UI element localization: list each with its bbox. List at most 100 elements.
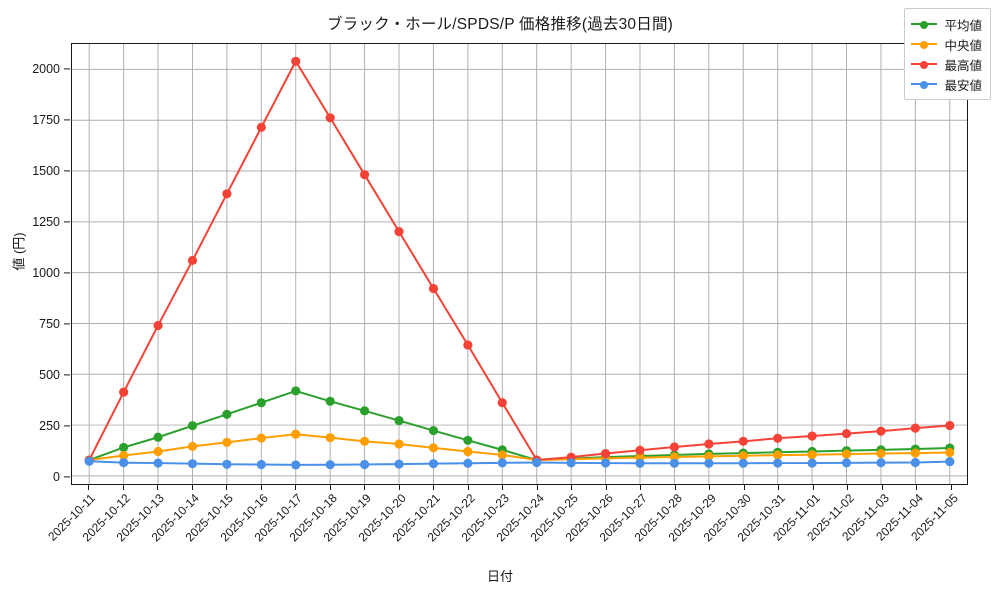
data-point-marker[interactable] [360, 436, 370, 446]
data-point-marker[interactable] [153, 458, 163, 468]
data-point-marker[interactable] [153, 446, 163, 457]
data-point-marker[interactable] [394, 459, 404, 469]
data-point-marker[interactable] [566, 458, 576, 468]
data-point-marker[interactable] [325, 113, 335, 123]
legend-item-3[interactable]: 最高値 [911, 54, 982, 74]
data-point-marker[interactable] [635, 458, 645, 468]
data-point-marker[interactable] [600, 448, 611, 459]
data-point-marker[interactable] [841, 429, 852, 439]
data-point-marker[interactable] [910, 423, 920, 433]
data-point-marker[interactable] [876, 426, 886, 436]
data-point-marker[interactable] [738, 436, 748, 446]
y-axis-tick-mark [64, 221, 70, 223]
grid-lines [72, 44, 967, 484]
x-axis-tick-mark [743, 485, 745, 490]
data-point-marker[interactable] [325, 433, 335, 443]
data-point-marker[interactable] [497, 450, 507, 460]
data-point-marker[interactable] [428, 283, 439, 294]
y-axis-tick-mark [64, 476, 70, 478]
x-axis-tick-mark [571, 485, 573, 490]
data-point-marker[interactable] [325, 396, 335, 406]
data-point-marker[interactable] [532, 457, 542, 468]
legend-item-1[interactable]: 平均値 [911, 14, 982, 34]
x-axis-tick-mark [364, 485, 366, 490]
data-point-marker[interactable] [704, 458, 714, 468]
data-point-marker[interactable] [394, 227, 404, 237]
data-point-marker[interactable] [738, 458, 748, 468]
data-point-marker[interactable] [360, 170, 370, 180]
data-point-marker[interactable] [669, 452, 679, 462]
data-point-marker[interactable] [153, 320, 163, 331]
x-axis-tick-mark [847, 485, 849, 490]
data-point-marker[interactable] [773, 433, 783, 443]
x-axis-tick-mark [640, 485, 642, 490]
data-point-marker[interactable] [291, 386, 301, 396]
data-point-marker[interactable] [463, 446, 473, 457]
data-point-marker[interactable] [222, 189, 232, 199]
data-point-marker[interactable] [738, 451, 748, 461]
data-point-marker[interactable] [807, 431, 817, 441]
series-line-3 [88, 60, 951, 462]
data-point-marker[interactable] [945, 420, 955, 431]
data-point-marker[interactable] [187, 441, 198, 451]
data-point-marker[interactable] [119, 442, 129, 452]
data-point-marker[interactable] [119, 450, 129, 461]
data-point-marker[interactable] [256, 398, 266, 408]
data-point-marker[interactable] [910, 448, 920, 458]
data-point-marker[interactable] [497, 458, 507, 468]
x-axis-tick-mark [536, 485, 538, 490]
data-point-marker[interactable] [463, 458, 473, 468]
data-point-marker[interactable] [807, 458, 817, 468]
x-axis-tick-mark [709, 485, 711, 490]
data-point-marker[interactable] [291, 56, 301, 66]
data-point-marker[interactable] [222, 437, 232, 447]
data-point-marker[interactable] [187, 255, 198, 266]
legend-swatch-icon [911, 37, 938, 51]
data-point-marker[interactable] [773, 450, 783, 460]
data-point-marker[interactable] [325, 460, 335, 470]
data-point-marker[interactable] [600, 458, 611, 468]
data-point-marker[interactable] [428, 443, 439, 453]
y-axis-tick-mark [64, 67, 70, 70]
legend-item-2[interactable]: 中央値 [911, 34, 982, 54]
data-point-marker[interactable] [669, 442, 679, 452]
data-point-marker[interactable] [291, 460, 301, 470]
data-point-marker[interactable] [669, 458, 679, 468]
data-point-marker[interactable] [428, 459, 439, 469]
data-point-marker[interactable] [773, 458, 783, 468]
data-point-marker[interactable] [841, 449, 852, 459]
data-point-marker[interactable] [876, 448, 886, 459]
data-point-marker[interactable] [704, 451, 714, 461]
data-point-marker[interactable] [497, 398, 507, 408]
data-point-marker[interactable] [84, 456, 94, 466]
data-point-marker[interactable] [841, 458, 852, 468]
data-point-marker[interactable] [222, 409, 232, 419]
data-point-marker[interactable] [945, 447, 955, 458]
data-point-marker[interactable] [291, 429, 301, 439]
data-point-marker[interactable] [807, 450, 817, 460]
data-point-marker[interactable] [256, 122, 266, 132]
data-point-marker[interactable] [153, 432, 163, 442]
data-point-marker[interactable] [704, 439, 714, 449]
data-point-marker[interactable] [187, 421, 198, 431]
data-point-marker[interactable] [119, 458, 129, 468]
data-point-marker[interactable] [360, 406, 370, 416]
data-point-marker[interactable] [876, 458, 886, 468]
legend-swatch-icon [911, 77, 938, 91]
data-point-marker[interactable] [394, 439, 404, 449]
data-point-marker[interactable] [428, 425, 439, 436]
data-point-marker[interactable] [256, 433, 266, 443]
legend-swatch-icon [911, 17, 938, 31]
data-point-marker[interactable] [945, 457, 955, 467]
data-point-marker[interactable] [222, 459, 232, 469]
data-point-marker[interactable] [463, 435, 473, 445]
data-point-marker[interactable] [910, 457, 920, 468]
data-point-marker[interactable] [360, 459, 370, 470]
data-point-marker[interactable] [119, 387, 129, 397]
data-point-marker[interactable] [635, 445, 645, 455]
data-point-marker[interactable] [256, 459, 266, 470]
data-point-marker[interactable] [463, 340, 473, 350]
data-point-marker[interactable] [394, 416, 404, 426]
data-point-marker[interactable] [187, 459, 198, 469]
legend-item-4[interactable]: 最安値 [911, 74, 982, 94]
